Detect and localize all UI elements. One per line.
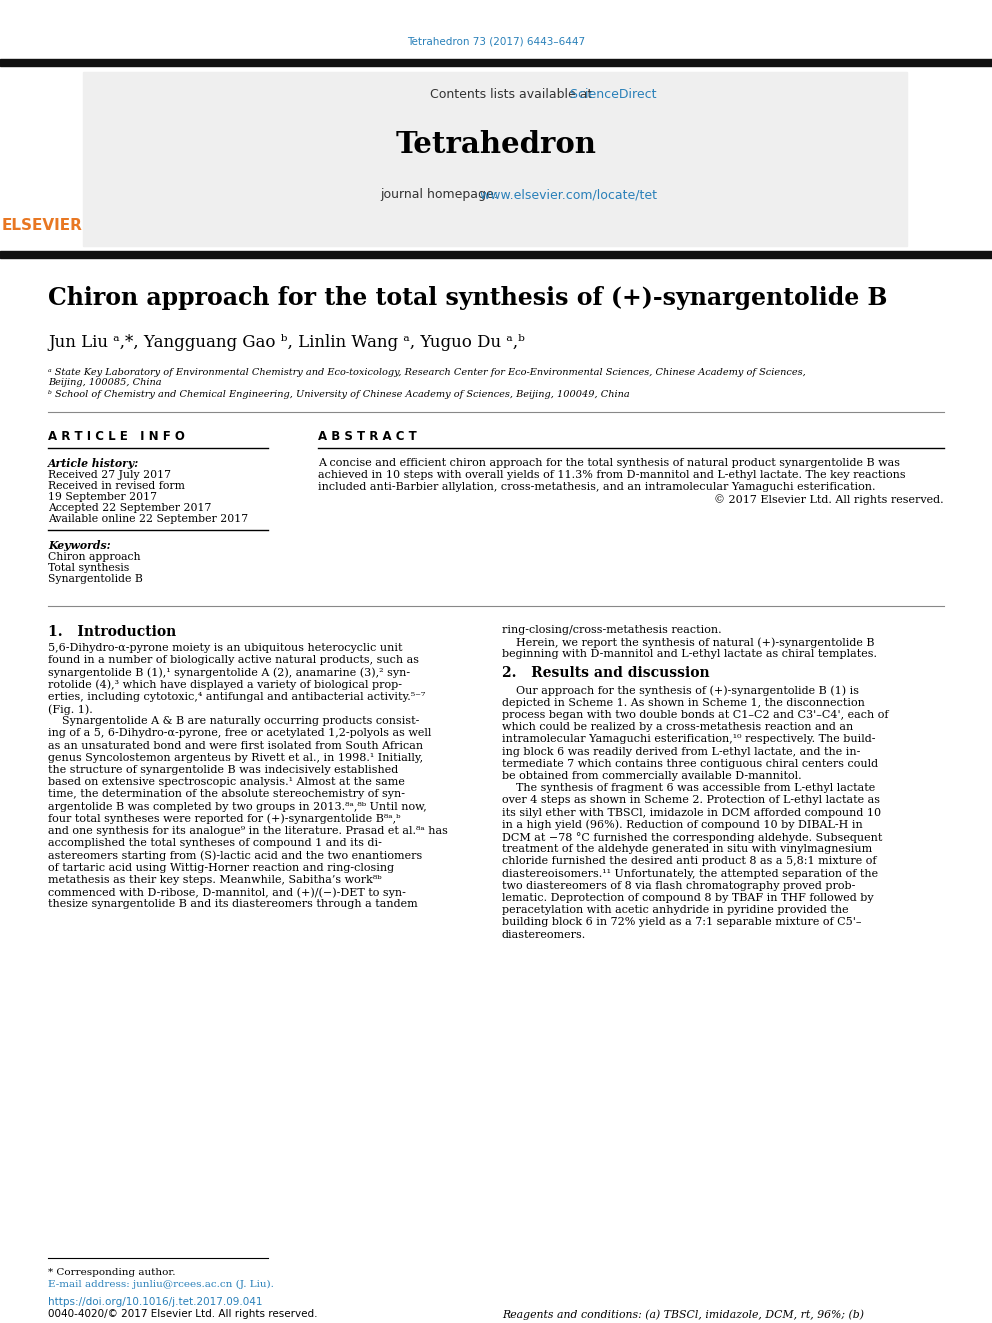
Text: A concise and efficient chiron approach for the total synthesis of natural produ: A concise and efficient chiron approach … [318, 458, 900, 468]
Text: 19 September 2017: 19 September 2017 [48, 492, 157, 501]
Text: thesize synargentolide B and its diastereomers through a tandem: thesize synargentolide B and its diaster… [48, 900, 418, 909]
Text: argentolide B was completed by two groups in 2013.⁸ᵃ,⁸ᵇ Until now,: argentolide B was completed by two group… [48, 802, 427, 811]
Text: ᵃ State Key Laboratory of Environmental Chemistry and Eco-toxicology, Research C: ᵃ State Key Laboratory of Environmental … [48, 368, 806, 377]
Text: Available online 22 September 2017: Available online 22 September 2017 [48, 515, 248, 524]
Text: Total synthesis: Total synthesis [48, 564, 129, 573]
Text: 1.   Introduction: 1. Introduction [48, 624, 177, 639]
Text: depicted in Scheme 1. As shown in Scheme 1, the disconnection: depicted in Scheme 1. As shown in Scheme… [502, 697, 865, 708]
Text: Keywords:: Keywords: [48, 540, 111, 550]
Text: commenced with D-ribose, D-mannitol, and (+)/(−)-DET to syn-: commenced with D-ribose, D-mannitol, and… [48, 886, 406, 897]
Text: Beijing, 100085, China: Beijing, 100085, China [48, 378, 162, 388]
Text: Synargentolide A & B are naturally occurring products consist-: Synargentolide A & B are naturally occur… [48, 716, 420, 726]
Text: of tartaric acid using Wittig-Horner reaction and ring-closing: of tartaric acid using Wittig-Horner rea… [48, 863, 394, 873]
Text: Chiron approach: Chiron approach [48, 552, 141, 562]
Text: achieved in 10 steps with overall yields of 11.3% from D-mannitol and L-ethyl la: achieved in 10 steps with overall yields… [318, 470, 906, 480]
Text: rotolide (4),³ which have displayed a variety of biological prop-: rotolide (4),³ which have displayed a va… [48, 680, 402, 691]
Text: which could be realized by a cross-metathesis reaction and an: which could be realized by a cross-metat… [502, 722, 853, 732]
Text: diastereoisomers.¹¹ Unfortunately, the attempted separation of the: diastereoisomers.¹¹ Unfortunately, the a… [502, 869, 878, 878]
Text: A B S T R A C T: A B S T R A C T [318, 430, 417, 443]
Text: based on extensive spectroscopic analysis.¹ Almost at the same: based on extensive spectroscopic analysi… [48, 777, 405, 787]
Text: metathesis as their key steps. Meanwhile, Sabitha’s work⁸ᵇ: metathesis as their key steps. Meanwhile… [48, 875, 382, 885]
Text: Reagents and conditions: (a) TBSCl, imidazole, DCM, rt, 96%; (b): Reagents and conditions: (a) TBSCl, imid… [502, 1308, 864, 1319]
Text: and one synthesis for its analogue⁹ in the literature. Prasad et al.⁸ᵃ has: and one synthesis for its analogue⁹ in t… [48, 826, 447, 836]
Text: Accepted 22 September 2017: Accepted 22 September 2017 [48, 503, 211, 513]
Text: chloride furnished the desired anti product 8 as a 5,8:1 mixture of: chloride furnished the desired anti prod… [502, 856, 877, 867]
Text: over 4 steps as shown in Scheme 2. Protection of L-ethyl lactate as: over 4 steps as shown in Scheme 2. Prote… [502, 795, 880, 806]
Text: journal homepage:: journal homepage: [380, 188, 502, 201]
Text: beginning with D-mannitol and L-ethyl lactate as chiral templates.: beginning with D-mannitol and L-ethyl la… [502, 650, 877, 659]
Text: 2.   Results and discussion: 2. Results and discussion [502, 665, 709, 680]
Text: found in a number of biologically active natural products, such as: found in a number of biologically active… [48, 655, 419, 665]
Text: four total syntheses were reported for (+)-synargentolide B⁸ᵃ,ᵇ: four total syntheses were reported for (… [48, 814, 401, 824]
Text: synargentolide B (1),¹ synargentolide A (2), anamarine (3),² syn-: synargentolide B (1),¹ synargentolide A … [48, 667, 410, 677]
Text: Received in revised form: Received in revised form [48, 482, 185, 491]
Text: termediate 7 which contains three contiguous chiral centers could: termediate 7 which contains three contig… [502, 759, 878, 769]
Text: included anti-Barbier allylation, cross-metathesis, and an intramolecular Yamagu: included anti-Barbier allylation, cross-… [318, 482, 876, 492]
Text: Article history:: Article history: [48, 458, 139, 468]
Text: Chiron approach for the total synthesis of (+)-synargentolide B: Chiron approach for the total synthesis … [48, 286, 888, 310]
Text: © 2017 Elsevier Ltd. All rights reserved.: © 2017 Elsevier Ltd. All rights reserved… [714, 493, 944, 505]
Text: 5,6-Dihydro-α-pyrone moiety is an ubiquitous heterocyclic unit: 5,6-Dihydro-α-pyrone moiety is an ubiqui… [48, 643, 403, 654]
Text: A R T I C L E   I N F O: A R T I C L E I N F O [48, 430, 185, 443]
Text: ᵇ School of Chemistry and Chemical Engineering, University of Chinese Academy of: ᵇ School of Chemistry and Chemical Engin… [48, 390, 630, 400]
Text: time, the determination of the absolute stereochemistry of syn-: time, the determination of the absolute … [48, 790, 405, 799]
Text: Contents lists available at: Contents lists available at [430, 89, 596, 101]
Text: * Corresponding author.: * Corresponding author. [48, 1267, 176, 1277]
Bar [0, 60, 992, 66]
Text: DCM at −78 °C furnished the corresponding aldehyde. Subsequent: DCM at −78 °C furnished the correspondin… [502, 832, 882, 843]
Text: 0040-4020/© 2017 Elsevier Ltd. All rights reserved.: 0040-4020/© 2017 Elsevier Ltd. All right… [48, 1308, 317, 1319]
Text: process began with two double bonds at C1–C2 and C3'–C4', each of: process began with two double bonds at C… [502, 710, 889, 720]
Text: Received 27 July 2017: Received 27 July 2017 [48, 470, 171, 480]
Text: two diastereomers of 8 via flash chromatography proved prob-: two diastereomers of 8 via flash chromat… [502, 881, 855, 890]
Text: ScienceDirect: ScienceDirect [430, 89, 657, 101]
Text: The synthesis of fragment 6 was accessible from L-ethyl lactate: The synthesis of fragment 6 was accessib… [502, 783, 875, 794]
Text: lematic. Deprotection of compound 8 by TBAF in THF followed by: lematic. Deprotection of compound 8 by T… [502, 893, 874, 904]
Text: erties, including cytotoxic,⁴ antifungal and antibacterial activity.⁵⁻⁷: erties, including cytotoxic,⁴ antifungal… [48, 692, 426, 701]
Text: Jun Liu ᵃ,*, Yangguang Gao ᵇ, Linlin Wang ᵃ, Yuguo Du ᵃ,ᵇ: Jun Liu ᵃ,*, Yangguang Gao ᵇ, Linlin Wan… [48, 333, 525, 351]
Text: be obtained from commercially available D-mannitol.: be obtained from commercially available … [502, 771, 802, 781]
Text: Herein, we report the synthesis of natural (+)-synargentolide B: Herein, we report the synthesis of natur… [502, 638, 875, 648]
Text: ing block 6 was readily derived from L-ethyl lactate, and the in-: ing block 6 was readily derived from L-e… [502, 746, 860, 757]
Text: Tetrahedron: Tetrahedron [396, 130, 596, 159]
Bar [83, 71, 907, 246]
Text: treatment of the aldehyde generated in situ with vinylmagnesium: treatment of the aldehyde generated in s… [502, 844, 872, 855]
Text: www.elsevier.com/locate/tet: www.elsevier.com/locate/tet [380, 188, 657, 201]
Text: https://doi.org/10.1016/j.tet.2017.09.041: https://doi.org/10.1016/j.tet.2017.09.04… [48, 1297, 263, 1307]
Text: in a high yield (96%). Reduction of compound 10 by DIBAL-H in: in a high yield (96%). Reduction of comp… [502, 820, 863, 831]
Text: as an unsaturated bond and were first isolated from South African: as an unsaturated bond and were first is… [48, 741, 424, 750]
Text: Synargentolide B: Synargentolide B [48, 574, 143, 583]
Text: intramolecular Yamaguchi esterification,¹⁰ respectively. The build-: intramolecular Yamaguchi esterification,… [502, 734, 876, 745]
Text: genus Syncolostemon argenteus by Rivett et al., in 1998.¹ Initially,: genus Syncolostemon argenteus by Rivett … [48, 753, 424, 763]
Text: E-mail address: junliu@rcees.ac.cn (J. Liu).: E-mail address: junliu@rcees.ac.cn (J. L… [48, 1279, 274, 1289]
Text: astereomers starting from (S)-lactic acid and the two enantiomers: astereomers starting from (S)-lactic aci… [48, 851, 423, 861]
Text: ELSEVIER: ELSEVIER [2, 218, 82, 233]
Text: Tetrahedron 73 (2017) 6443–6447: Tetrahedron 73 (2017) 6443–6447 [407, 36, 585, 46]
Text: Our approach for the synthesis of (+)-synargentolide B (1) is: Our approach for the synthesis of (+)-sy… [502, 685, 859, 696]
Text: diastereomers.: diastereomers. [502, 930, 586, 939]
Text: accomplished the total syntheses of compound 1 and its di-: accomplished the total syntheses of comp… [48, 839, 382, 848]
Text: peracetylation with acetic anhydride in pyridine provided the: peracetylation with acetic anhydride in … [502, 905, 848, 916]
Text: its silyl ether with TBSCl, imidazole in DCM afforded compound 10: its silyl ether with TBSCl, imidazole in… [502, 807, 881, 818]
Text: (Fig. 1).: (Fig. 1). [48, 704, 92, 714]
Text: ing of a 5, 6-Dihydro-α-pyrone, free or acetylated 1,2-polyols as well: ing of a 5, 6-Dihydro-α-pyrone, free or … [48, 729, 432, 738]
Text: building block 6 in 72% yield as a 7:1 separable mixture of C5'–: building block 6 in 72% yield as a 7:1 s… [502, 917, 861, 927]
Bar [0, 251, 992, 258]
Text: the structure of synargentolide B was indecisively established: the structure of synargentolide B was in… [48, 765, 398, 775]
Text: ring-closing/cross-metathesis reaction.: ring-closing/cross-metathesis reaction. [502, 624, 721, 635]
